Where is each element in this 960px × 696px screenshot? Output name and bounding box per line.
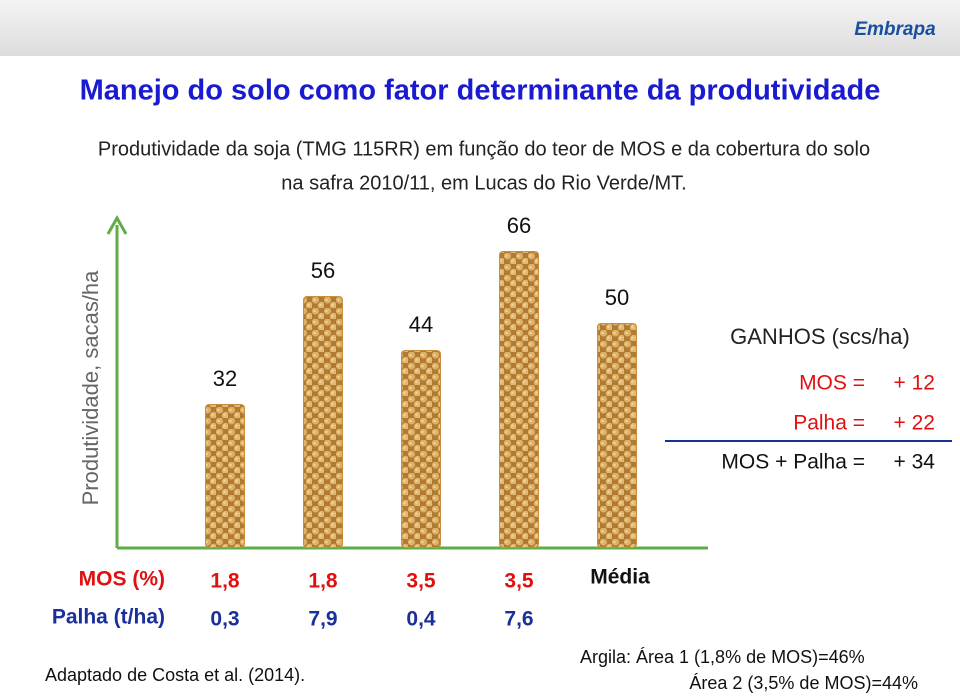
y-axis-label: Produtividade, sacas/ha — [78, 270, 103, 506]
gains-value: + 34 — [894, 451, 936, 474]
value-label: 56 — [311, 258, 335, 283]
note: Área 2 (3,5% de MOS)=44% — [689, 673, 918, 693]
gains-label: MOS = — [799, 372, 865, 395]
bar-texture — [500, 252, 538, 547]
gains-value: + 12 — [894, 372, 935, 395]
row-cell: 1,8 — [308, 570, 338, 593]
logo: Embrapa — [854, 19, 936, 40]
row-cell: 3,5 — [504, 570, 534, 593]
source: Adaptado de Costa et al. (2014). — [45, 665, 305, 685]
value-label: 44 — [409, 312, 433, 337]
axis-arrow — [106, 214, 128, 235]
subtitle: Produtividade da soja (TMG 115RR) em fun… — [98, 138, 870, 160]
row-label: Palha (t/ha) — [52, 606, 165, 629]
title: Manejo do solo como fator determinante d… — [80, 75, 881, 107]
row-cell: 0,4 — [406, 608, 436, 631]
row-label: MOS (%) — [79, 568, 165, 591]
value-label: 50 — [605, 285, 629, 310]
bar-texture — [598, 324, 636, 547]
row-cell: 3,5 — [406, 570, 436, 593]
bar-texture — [206, 405, 244, 547]
note: Argila: Área 1 (1,8% de MOS)=46% — [580, 647, 865, 667]
row-cell: 7,9 — [308, 608, 337, 631]
bar-texture — [402, 351, 440, 547]
top-band — [0, 0, 960, 56]
value-label: 66 — [507, 213, 531, 238]
row-cell: 7,6 — [504, 608, 533, 631]
gains-label: Palha = — [793, 412, 865, 435]
value-label: 32 — [213, 366, 237, 391]
row-cell: 0,3 — [210, 608, 239, 631]
subtitle: na safra 2010/11, em Lucas do Rio Verde/… — [281, 172, 686, 194]
gains-value: + 22 — [894, 412, 935, 435]
row-cell: 1,8 — [210, 570, 240, 593]
gains-label: MOS + Palha = — [721, 451, 865, 474]
bar-texture — [304, 297, 342, 547]
category-label: Média — [590, 566, 650, 589]
gains-title: GANHOS (scs/ha) — [730, 324, 910, 349]
